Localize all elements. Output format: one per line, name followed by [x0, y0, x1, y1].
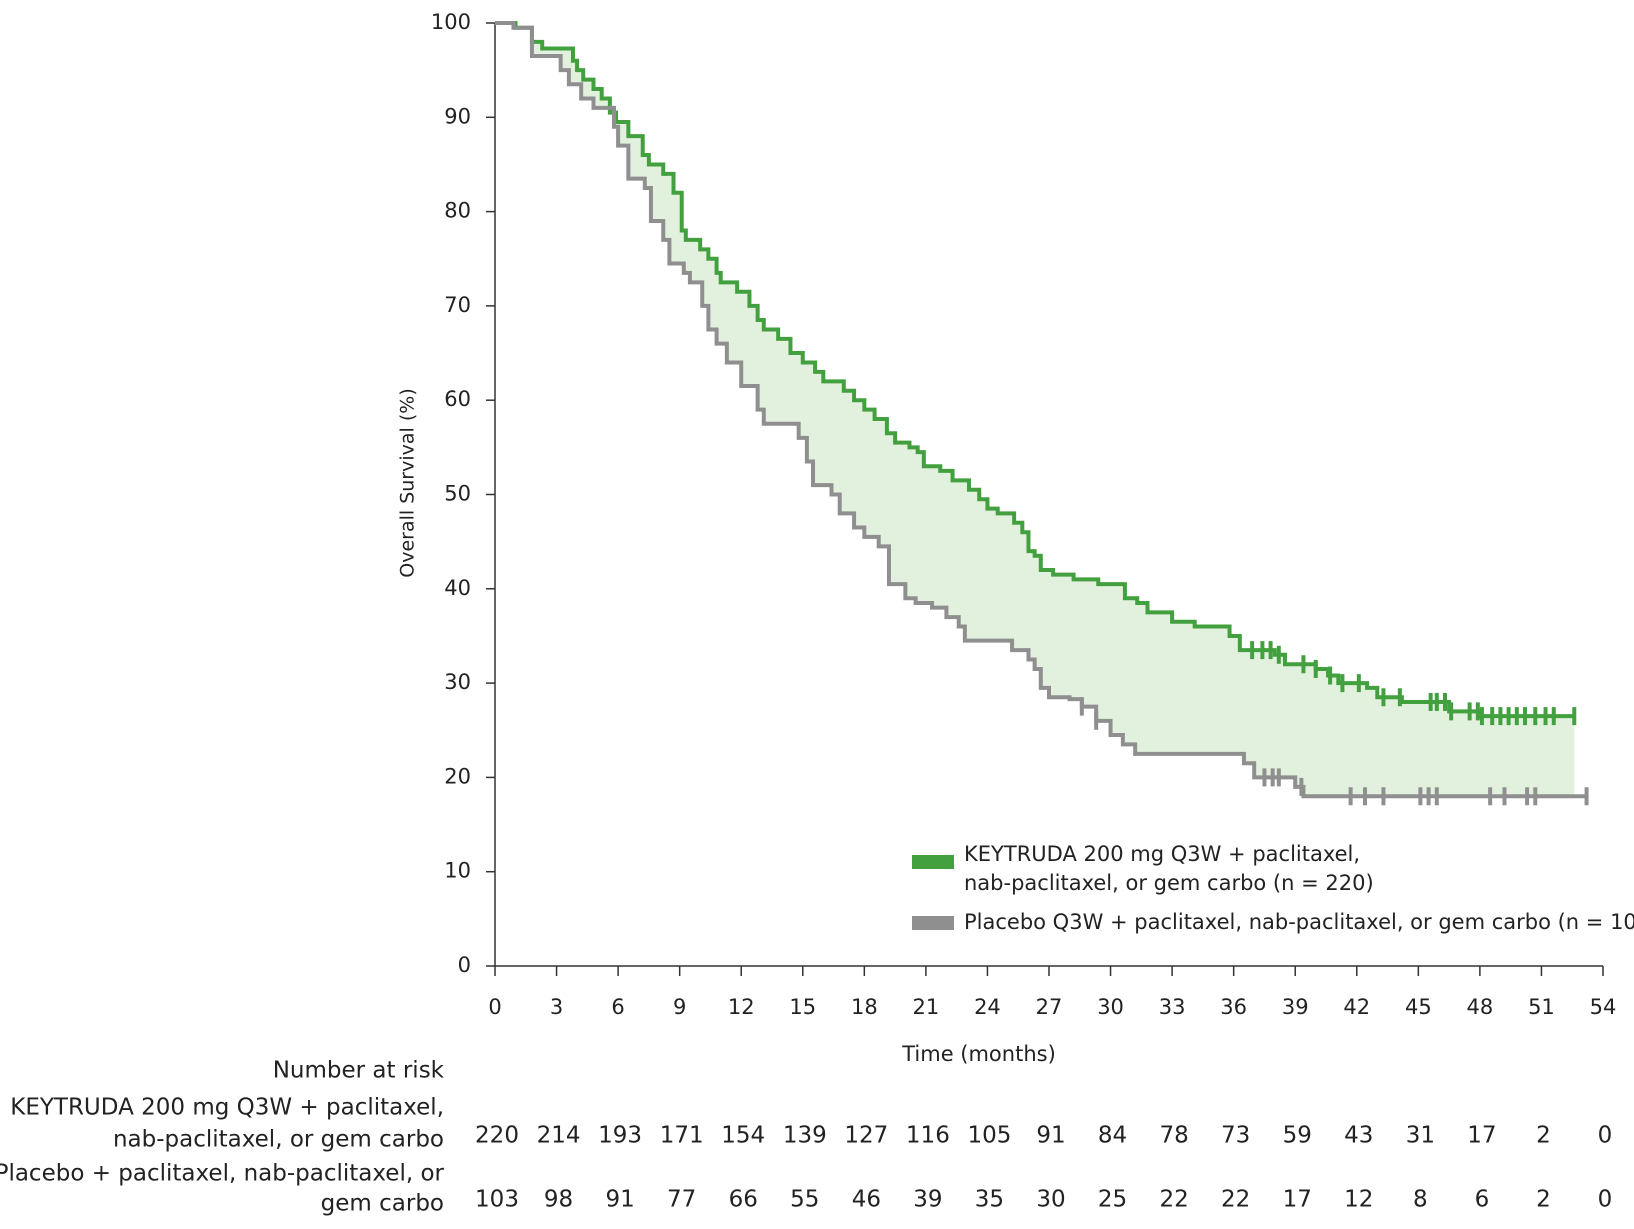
x-axis-label: Time (months): [901, 1042, 1056, 1066]
x-tick-label: 21: [913, 995, 940, 1019]
x-tick-label: 3: [550, 995, 563, 1019]
x-tick-label: 0: [488, 995, 501, 1019]
risk-value: 84: [1098, 1123, 1127, 1149]
x-tick-label: 18: [851, 995, 878, 1019]
y-axis-label: Overall Survival (%): [397, 388, 419, 577]
risk-value: 171: [660, 1123, 704, 1149]
x-tick-label: 24: [974, 995, 1001, 1019]
risk-value: 12: [1344, 1187, 1373, 1213]
legend-label: nab-paclitaxel, or gem carbo (n = 220): [964, 871, 1374, 895]
risk-value: 17: [1467, 1123, 1496, 1149]
x-tick-label: 39: [1282, 995, 1309, 1019]
risk-value: 17: [1283, 1187, 1312, 1213]
risk-value: 105: [967, 1123, 1011, 1149]
risk-value: 22: [1159, 1187, 1188, 1213]
survival-curve: [495, 21, 1575, 719]
y-tick-label: 90: [444, 104, 471, 128]
risk-value: 6: [1475, 1187, 1490, 1213]
risk-value: 78: [1159, 1123, 1188, 1149]
risk-value: 220: [475, 1123, 519, 1149]
risk-value: 25: [1098, 1187, 1127, 1213]
x-tick-label: 9: [673, 995, 686, 1019]
risk-value: 2: [1536, 1123, 1551, 1149]
y-tick-label: 10: [444, 859, 471, 883]
x-tick-label: 15: [789, 995, 816, 1019]
x-tick-label: 12: [728, 995, 755, 1019]
legend-label: KEYTRUDA 200 mg Q3W + paclitaxel,: [964, 842, 1360, 866]
risk-value: 77: [667, 1187, 696, 1213]
x-tick-label: 27: [1036, 995, 1063, 1019]
difference-area: [495, 23, 1575, 797]
risk-value: 139: [783, 1123, 827, 1149]
y-tick-label: 30: [444, 670, 471, 694]
y-tick-label: 60: [444, 387, 471, 411]
x-tick-label: 6: [611, 995, 624, 1019]
risk-value: 30: [1036, 1187, 1065, 1213]
legend-swatch: [912, 855, 954, 869]
risk-value: 0: [1598, 1123, 1613, 1149]
risk-value: 193: [598, 1123, 642, 1149]
risk-value: 91: [1036, 1123, 1065, 1149]
risk-value: 43: [1344, 1123, 1373, 1149]
legend-label: Placebo Q3W + paclitaxel, nab-paclitaxel…: [964, 910, 1634, 934]
legend-swatch: [912, 916, 954, 930]
risk-value: 0: [1598, 1187, 1613, 1213]
risk-row-label: Placebo + paclitaxel, nab-paclitaxel, or: [0, 1161, 445, 1187]
risk-value: 55: [790, 1187, 819, 1213]
x-tick-label: 36: [1220, 995, 1247, 1019]
risk-value: 66: [729, 1187, 758, 1213]
risk-value: 214: [537, 1123, 581, 1149]
y-tick-label: 0: [458, 953, 471, 977]
risk-value: 103: [475, 1187, 519, 1213]
risk-row-label: KEYTRUDA 200 mg Q3W + paclitaxel,: [10, 1095, 444, 1121]
risk-value: 39: [913, 1187, 942, 1213]
risk-value: 154: [721, 1123, 765, 1149]
risk-value: 35: [975, 1187, 1004, 1213]
risk-table-title: Number at risk: [273, 1058, 445, 1084]
risk-value: 127: [844, 1123, 888, 1149]
risk-value: 31: [1406, 1123, 1435, 1149]
risk-value: 59: [1283, 1123, 1312, 1149]
y-tick-label: 100: [431, 10, 471, 34]
risk-value: 46: [852, 1187, 881, 1213]
risk-value: 98: [544, 1187, 573, 1213]
x-tick-label: 54: [1590, 995, 1617, 1019]
y-tick-label: 50: [444, 482, 471, 506]
risk-value: 116: [906, 1123, 950, 1149]
x-tick-label: 42: [1343, 995, 1370, 1019]
y-tick-label: 20: [444, 764, 471, 788]
x-tick-label: 45: [1405, 995, 1432, 1019]
risk-row-label: gem carbo: [321, 1191, 444, 1217]
x-tick-label: 33: [1159, 995, 1186, 1019]
risk-value: 73: [1221, 1123, 1250, 1149]
x-tick-label: 30: [1097, 995, 1124, 1019]
y-tick-label: 40: [444, 576, 471, 600]
risk-value: 91: [605, 1187, 634, 1213]
y-tick-label: 70: [444, 293, 471, 317]
risk-value: 8: [1413, 1187, 1428, 1213]
risk-value: 22: [1221, 1187, 1250, 1213]
x-tick-label: 48: [1467, 995, 1494, 1019]
risk-row-label: nab-paclitaxel, or gem carbo: [113, 1127, 444, 1153]
x-tick-label: 51: [1528, 995, 1555, 1019]
survival-curve: [495, 21, 1587, 799]
risk-value: 2: [1536, 1187, 1551, 1213]
y-tick-label: 80: [444, 199, 471, 223]
